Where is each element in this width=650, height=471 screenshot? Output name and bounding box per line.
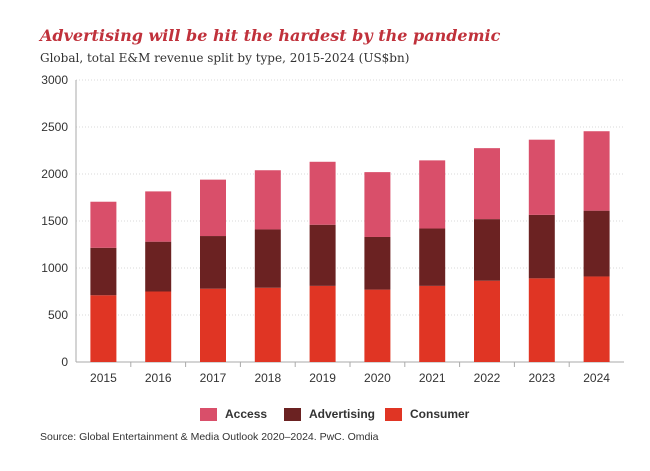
legend-label-advertising: Advertising [309,407,376,421]
legend-swatch-advertising [284,407,301,421]
bar-advertising-2017 [200,236,226,289]
legend-item-access: Access [200,407,267,421]
x-tick-label: 2020 [364,371,391,385]
legend-swatch-access [200,407,217,421]
x-tick-label: 2023 [528,371,555,385]
legend-swatch-consumer [385,407,402,421]
bar-advertising-2024 [583,210,610,277]
bar-consumer-2016 [145,291,172,362]
bar-advertising-2021 [419,228,446,286]
x-tick-label: 2019 [309,371,336,385]
bar-consumer-2017 [200,288,226,362]
y-tick-label: 1000 [41,261,68,275]
y-tick-label: 2500 [41,120,68,134]
x-tick-label: 2024 [583,371,610,385]
legend-item-advertising: Advertising [284,407,375,421]
legend-item-consumer: Consumer [385,407,469,421]
bar-advertising-2022 [474,219,500,281]
x-tick-label: 2021 [419,371,446,385]
bar-access-2021 [419,160,446,229]
bar-access-2018 [254,170,281,230]
bar-access-2016 [145,191,172,242]
bar-consumer-2024 [583,276,610,362]
y-tick-label: 500 [48,308,68,322]
source-note: Source: Global Entertainment & Media Out… [40,431,379,443]
bar-access-2024 [583,131,610,211]
bar-access-2017 [200,179,226,237]
bar-access-2022 [474,148,500,220]
bar-advertising-2023 [528,214,555,279]
bar-advertising-2019 [309,224,336,286]
x-tick-label: 2016 [145,371,172,385]
x-tick-label: 2017 [200,371,227,385]
y-tick-label: 0 [61,355,68,369]
bar-consumer-2022 [474,280,500,362]
x-tick-label: 2015 [90,371,117,385]
bar-consumer-2020 [364,289,391,362]
bar-advertising-2018 [254,229,281,288]
bar-access-2019 [309,161,336,225]
legend-label-consumer: Consumer [410,407,470,421]
bar-advertising-2020 [364,236,391,290]
legend-label-access: Access [225,407,268,421]
bar-advertising-2015 [90,247,117,296]
y-tick-label: 2000 [41,167,68,181]
chart-title: Advertising will be hit the hardest by t… [40,26,501,45]
x-tick-label: 2022 [474,371,501,385]
bar-consumer-2015 [90,295,117,362]
x-tick-label: 2018 [254,371,281,385]
bar-consumer-2018 [254,287,281,362]
stacked-bar-chart: 0 500 1000 1500 2000 2500 3000 2015 2016 2017 2018… [41,73,624,385]
bar-consumer-2019 [309,285,336,362]
bar-advertising-2016 [145,241,172,292]
y-tick-label: 1500 [41,214,68,228]
bar-access-2015 [90,201,117,248]
bar-access-2020 [364,172,391,237]
bar-consumer-2021 [419,285,446,362]
bar-access-2023 [528,139,555,215]
bar-consumer-2023 [528,278,555,362]
y-tick-label: 3000 [41,73,68,87]
chart-subtitle: Global, total E&M revenue split by type,… [40,51,410,65]
